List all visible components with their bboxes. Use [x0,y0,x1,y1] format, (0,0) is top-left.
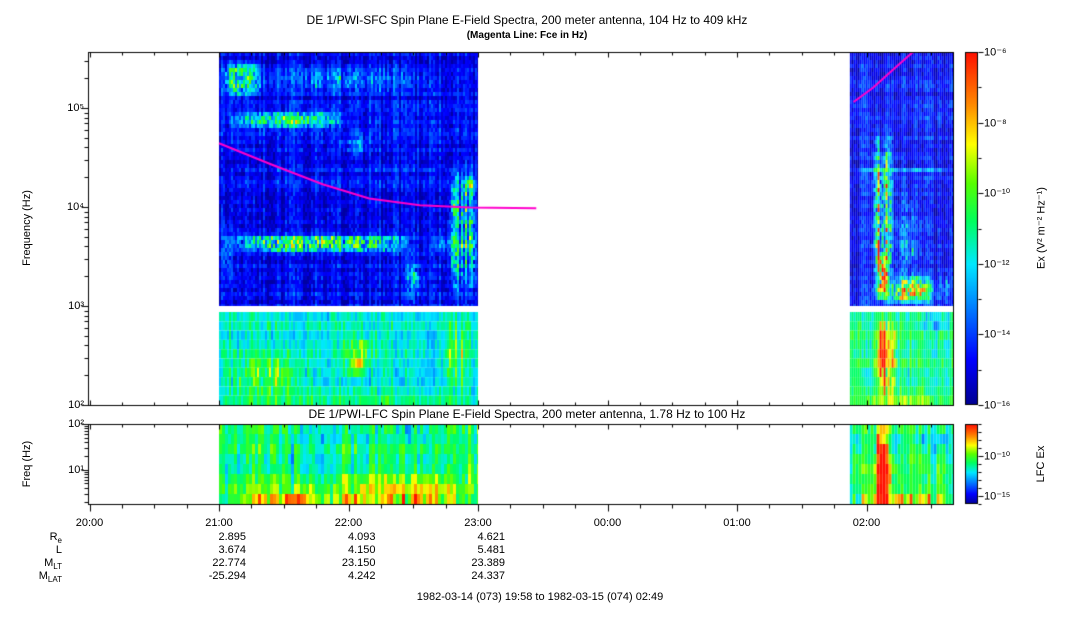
lfc-y-axis-label: Freq (Hz) [21,440,33,488]
ephemeris-value: 4.242 [347,570,376,582]
ephemeris-value: 24.337 [471,570,505,582]
x-tick-label: 00:00 [593,517,622,529]
x-tick-label: 21:00 [205,517,233,529]
lfc-colorbar-tick-label: 10⁻¹⁰ [984,450,1011,463]
x-tick-label: 20:00 [75,517,104,529]
lfc-colorbar-label: LFC Ex [1035,445,1047,483]
ephemeris-row-label: Re [49,531,62,546]
sfc-y-tick-label: 10³ [68,300,84,312]
date-range-label: 1982-03-14 (073) 19:58 to 1982-03-15 (07… [416,591,664,603]
sfc-y-tick-label: 10⁴ [67,201,84,213]
x-tick-label: 01:00 [723,517,751,529]
sfc-colorbar-tick-label: 10⁻⁶ [984,46,1007,59]
sfc-title: DE 1/PWI-SFC Spin Plane E-Field Spectra,… [306,13,748,27]
ephemeris-value: 4.093 [347,531,376,543]
ephemeris-value: 5.481 [477,544,505,556]
sfc-y-tick-label: 10⁵ [67,102,84,114]
ephemeris-value: 2.895 [218,531,246,543]
sfc-y-axis-label: Frequency (Hz) [21,190,33,266]
ephemeris-row-label: L [55,544,62,556]
sfc-colorbar-label: Ex (V² m⁻² Hz⁻¹) [1035,187,1048,269]
lfc-title: DE 1/PWI-LFC Spin Plane E-Field Spectra,… [308,407,746,421]
ephemeris-value: 23.389 [471,557,505,569]
sfc-subtitle: (Magenta Line: Fce in Hz) [466,30,588,41]
ephemeris-value: -25.294 [208,570,246,582]
ephemeris-value: 4.621 [477,531,505,543]
lfc-y-tick-label: 10¹ [68,463,84,476]
x-tick-label: 22:00 [334,517,363,529]
sfc-colorbar-tick-label: 10⁻⁸ [984,117,1007,130]
ephemeris-value: 22.774 [212,557,246,569]
x-tick-label: 23:00 [464,517,492,529]
ephemeris-value: 3.674 [218,544,246,556]
x-tick-label: 02:00 [852,517,881,529]
sfc-colorbar-tick-label: 10⁻¹⁶ [984,399,1011,412]
lfc-colorbar-tick-label: 10⁻¹⁵ [984,490,1011,503]
ephemeris-value: 4.150 [347,544,376,556]
lfc-y-tick-label: 10² [68,418,84,430]
sfc-colorbar-tick-label: 10⁻¹⁰ [984,187,1011,200]
sfc-y-tick-label: 10² [68,399,84,411]
sfc-colorbar-tick-label: 10⁻¹⁴ [984,328,1011,341]
ephemeris-value: 23.150 [341,557,376,569]
sfc-colorbar-tick-label: 10⁻¹² [984,258,1010,271]
ephemeris-row-label: MLAT [38,570,62,585]
ephemeris-row-label: MLT [44,557,62,572]
